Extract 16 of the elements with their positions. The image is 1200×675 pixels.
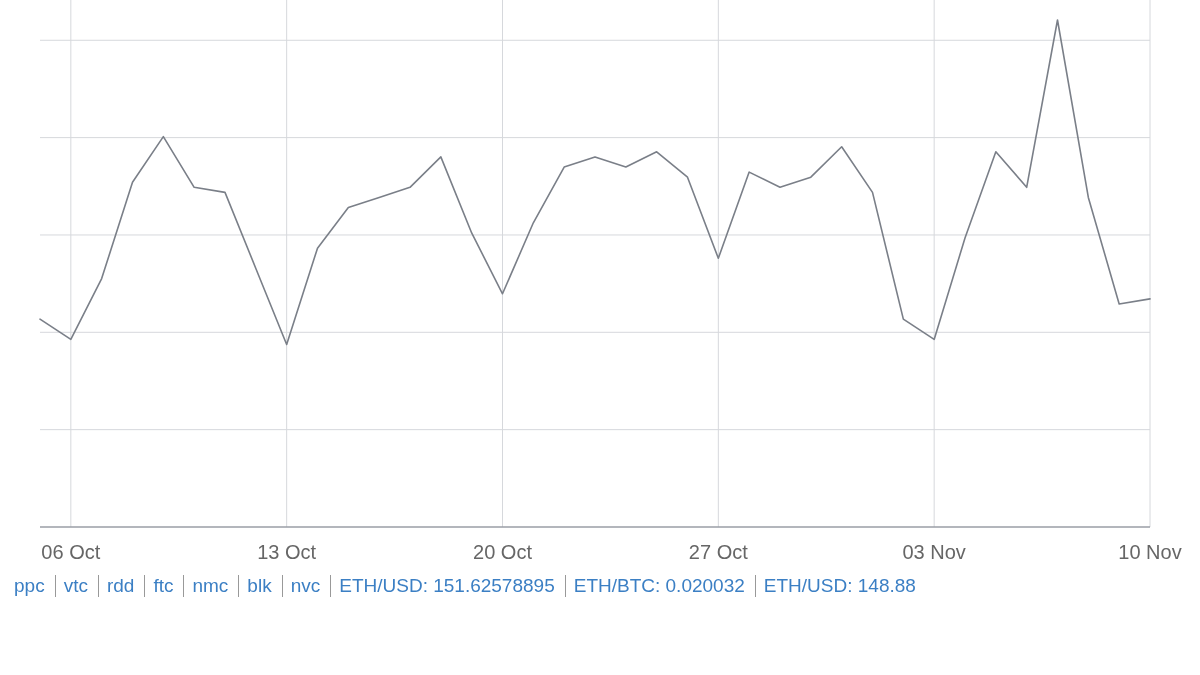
text: ETH/USD: 151.62578895 xyxy=(330,575,555,597)
x-tick-label: 20 Oct xyxy=(473,541,533,563)
x-tick-label: 27 Oct xyxy=(688,541,749,563)
x-tick-label: 13 Oct xyxy=(257,541,317,563)
x-tick-label: 10 Nov xyxy=(1118,541,1182,563)
text: nvc xyxy=(281,575,321,597)
text: vtc xyxy=(54,575,88,597)
text: ppc xyxy=(13,575,45,597)
x-tick-label: 06 Oct xyxy=(41,541,101,563)
text: ftc xyxy=(144,575,174,597)
x-tick-label: 03 Nov xyxy=(902,541,966,563)
text: blk xyxy=(238,575,272,597)
text: ETH/USD: 148.88 xyxy=(754,575,916,597)
text: nmc xyxy=(183,575,229,597)
text: ETH/BTC: 0.020032 xyxy=(564,575,745,597)
text: rdd xyxy=(97,575,135,597)
